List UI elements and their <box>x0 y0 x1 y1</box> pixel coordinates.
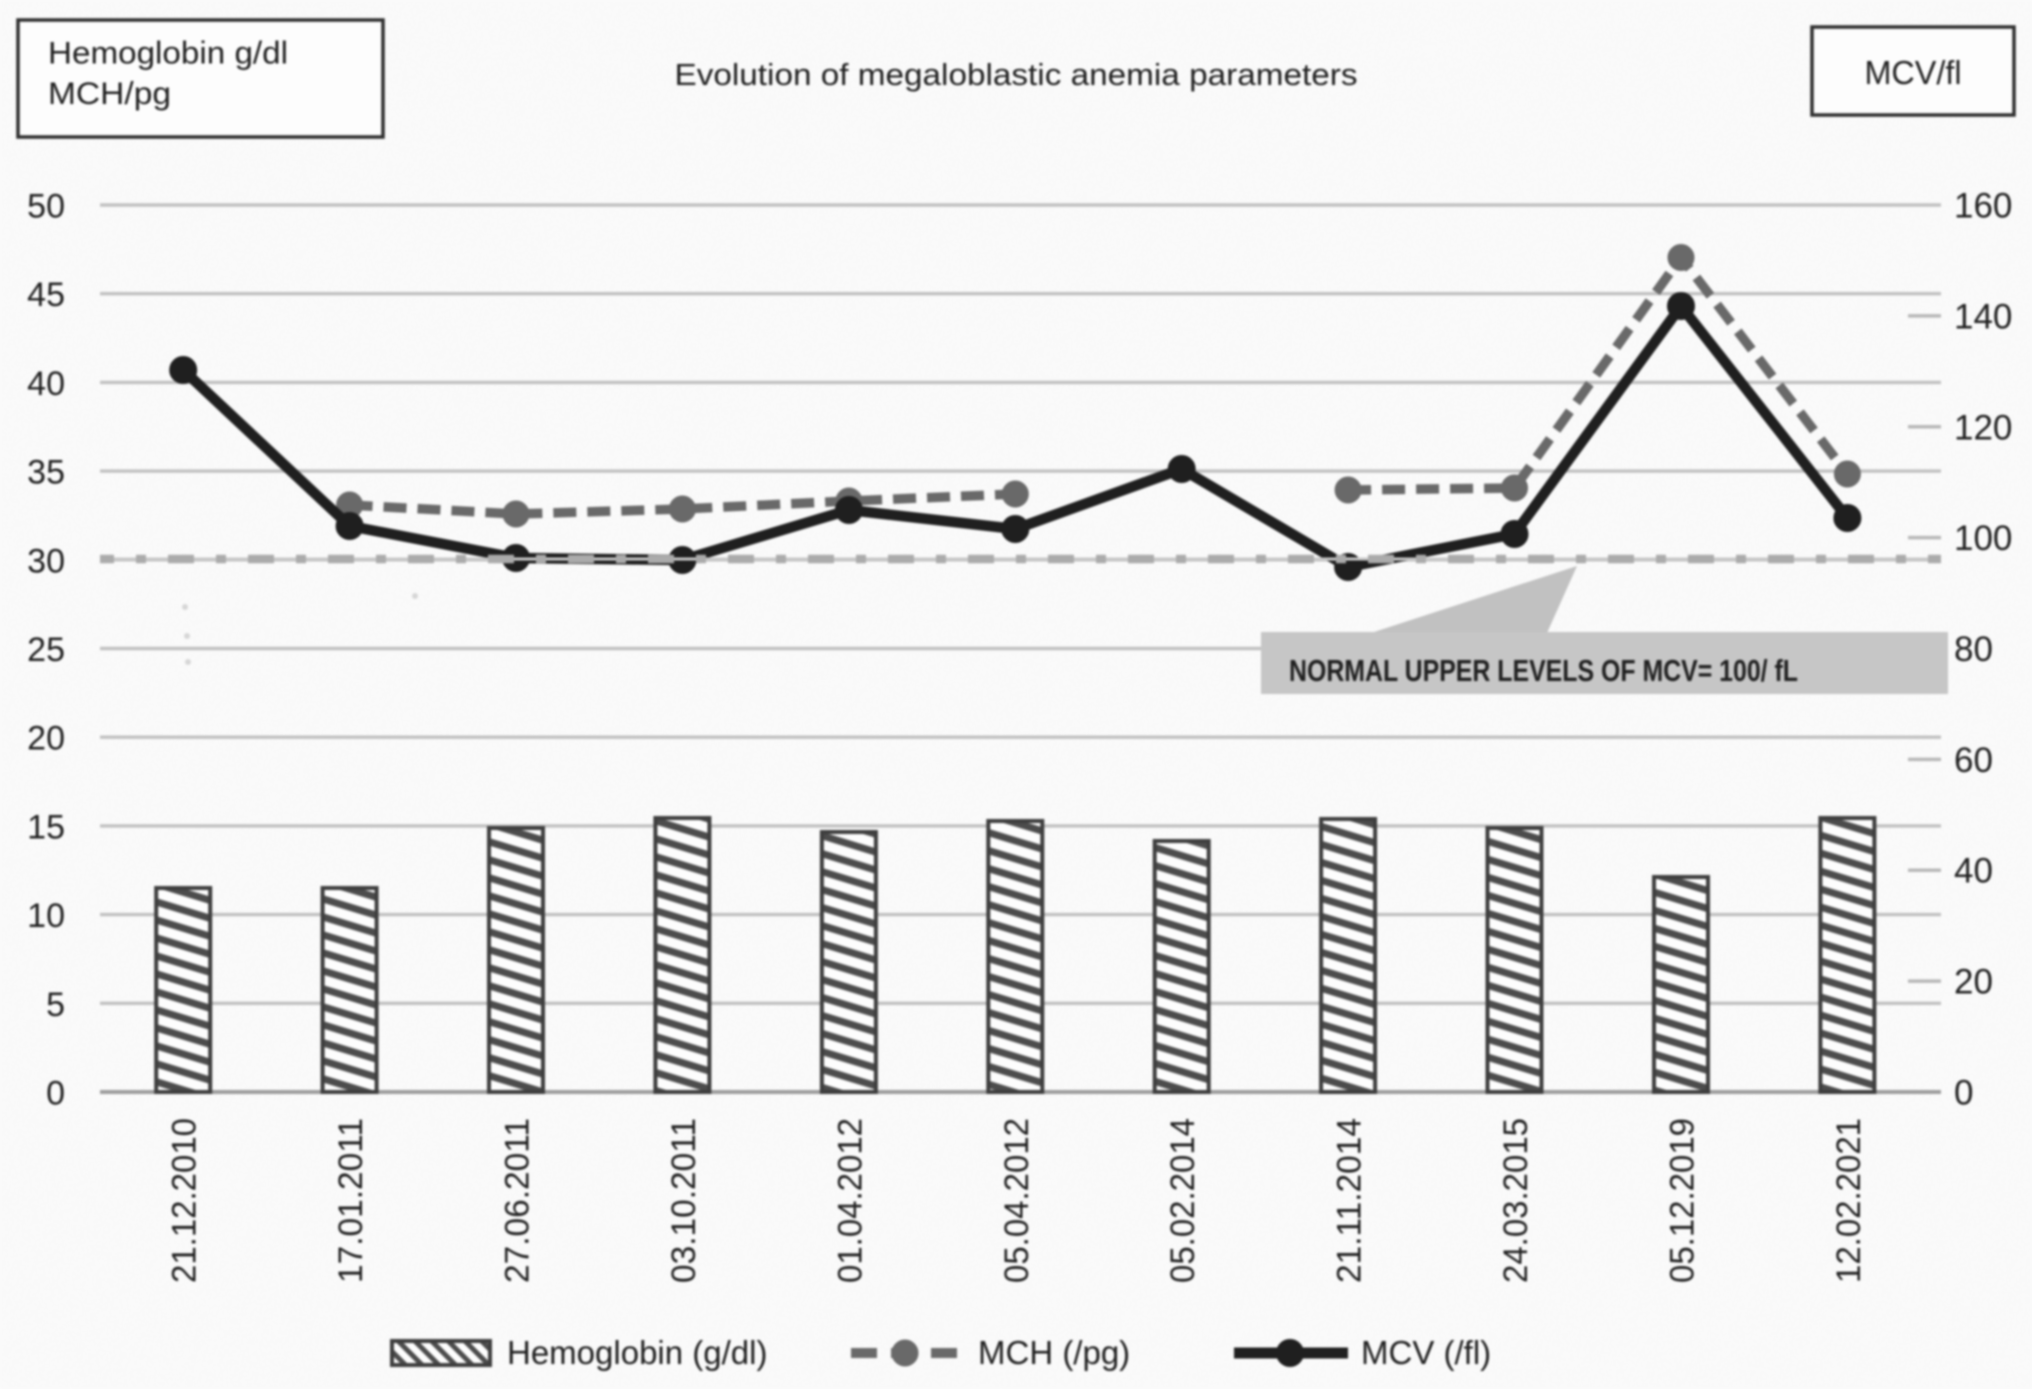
svg-text:0: 0 <box>1954 1074 1973 1113</box>
svg-text:MCV/fl: MCV/fl <box>1865 54 1962 91</box>
svg-text:24.03.2015: 24.03.2015 <box>1497 1118 1535 1283</box>
svg-text:MCV (/fl): MCV (/fl) <box>1361 1334 1491 1371</box>
svg-text:5: 5 <box>46 986 65 1024</box>
svg-text:10: 10 <box>27 897 65 935</box>
svg-text:01.04.2012: 01.04.2012 <box>831 1118 869 1283</box>
svg-text:35: 35 <box>27 454 65 492</box>
svg-text:MCH/pg: MCH/pg <box>48 75 171 111</box>
svg-text:05.04.2012: 05.04.2012 <box>998 1118 1036 1283</box>
svg-text:30: 30 <box>27 542 65 580</box>
svg-text:27.06.2011: 27.06.2011 <box>499 1118 537 1283</box>
svg-text:21.11.2014: 21.11.2014 <box>1331 1118 1369 1283</box>
svg-text:05.02.2014: 05.02.2014 <box>1164 1118 1202 1283</box>
svg-text:Hemoglobin (g/dl): Hemoglobin (g/dl) <box>507 1334 767 1371</box>
svg-text:160: 160 <box>1954 187 2012 226</box>
svg-text:Evolution of megaloblastic ane: Evolution of megaloblastic anemia parame… <box>675 57 1358 92</box>
svg-text:21.12.2010: 21.12.2010 <box>166 1118 204 1283</box>
svg-text:NORMAL UPPER LEVELS OF MCV= 10: NORMAL UPPER LEVELS OF MCV= 100/ fL <box>1289 653 1798 688</box>
svg-text:05.12.2019: 05.12.2019 <box>1664 1118 1702 1283</box>
svg-text:0: 0 <box>46 1075 65 1113</box>
svg-text:25: 25 <box>27 631 65 669</box>
svg-text:60: 60 <box>1954 741 1993 780</box>
svg-text:20: 20 <box>1954 963 1993 1002</box>
svg-text:03.10.2011: 03.10.2011 <box>665 1118 703 1283</box>
svg-text:20: 20 <box>27 720 65 758</box>
svg-text:140: 140 <box>1954 297 2012 336</box>
svg-text:17.01.2011: 17.01.2011 <box>332 1118 370 1283</box>
svg-text:15: 15 <box>27 808 65 846</box>
svg-text:MCH (/pg): MCH (/pg) <box>978 1334 1130 1371</box>
svg-text:40: 40 <box>27 365 65 403</box>
svg-text:120: 120 <box>1954 408 2012 447</box>
svg-text:12.02.2021: 12.02.2021 <box>1830 1118 1868 1283</box>
svg-text:40: 40 <box>1954 852 1993 891</box>
svg-text:45: 45 <box>27 276 65 314</box>
svg-text:50: 50 <box>27 188 65 226</box>
svg-text:100: 100 <box>1954 519 2012 558</box>
svg-text:80: 80 <box>1954 630 1993 669</box>
svg-text:Hemoglobin g/dl: Hemoglobin g/dl <box>48 35 288 71</box>
